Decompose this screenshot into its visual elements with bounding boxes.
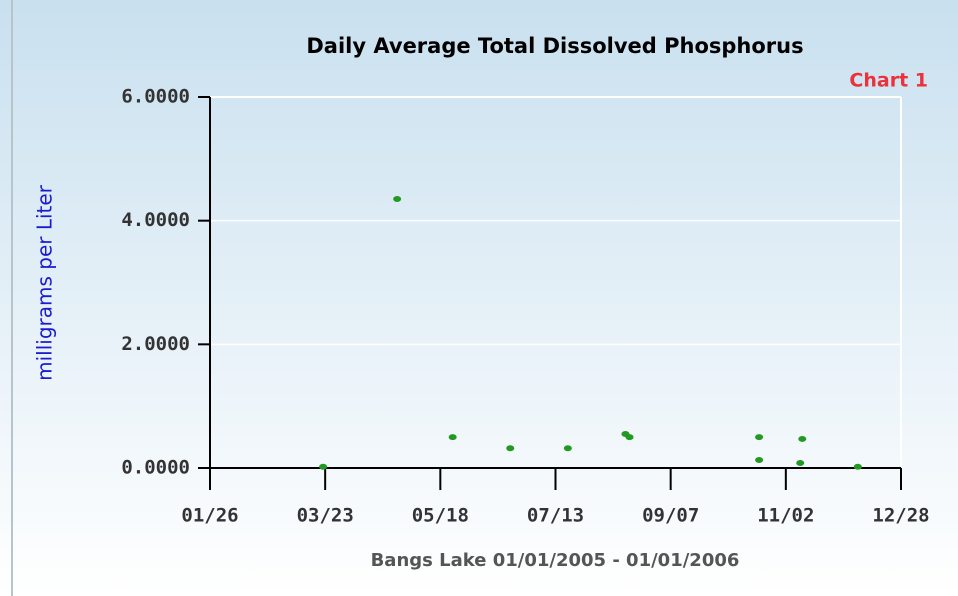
x-tick-label: 01/26 — [181, 505, 238, 527]
y-tick-label: 2.0000 — [121, 333, 190, 355]
point — [798, 435, 807, 442]
x-tick-label: 03/23 — [297, 505, 354, 527]
x-tick-label: 12/28 — [872, 505, 929, 527]
point — [755, 434, 764, 441]
x-tick-label: 05/18 — [412, 505, 469, 527]
point — [563, 445, 572, 452]
y-tick-label: 0.0000 — [121, 457, 190, 479]
point — [393, 196, 402, 203]
point — [796, 460, 805, 467]
point — [625, 434, 634, 441]
y-tick-label: 4.0000 — [121, 209, 190, 231]
point — [319, 463, 328, 470]
point — [448, 434, 457, 441]
y-tick-label: 6.0000 — [121, 86, 190, 108]
point — [853, 463, 862, 470]
y-axis-label: milligrams per Liter — [33, 184, 57, 381]
point — [755, 456, 764, 463]
annotation: Chart 1 — [849, 70, 928, 92]
x-axis-label: Bangs Lake 01/01/2005 - 01/01/2006 — [371, 550, 740, 571]
chart-title: Daily Average Total Dissolved Phosphorus — [306, 34, 803, 58]
x-tick-label: 11/02 — [757, 505, 814, 527]
point — [506, 445, 515, 452]
x-tick-label: 07/13 — [527, 505, 584, 527]
x-tick-label: 09/07 — [642, 505, 699, 527]
